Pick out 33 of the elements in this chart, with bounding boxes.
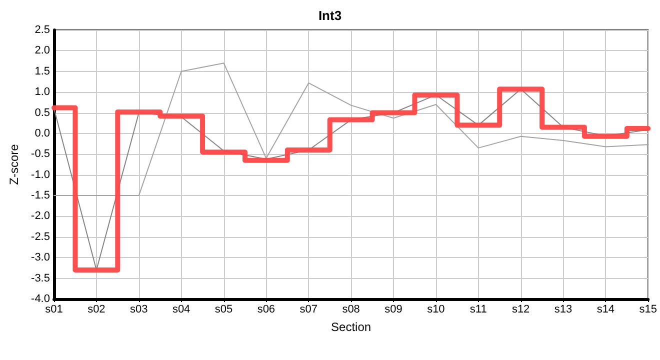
y-tick-label: -2.0 [31, 210, 50, 222]
x-tick-label: s05 [214, 304, 233, 316]
x-tick-label: s12 [512, 304, 530, 316]
y-tick-label: -1.5 [31, 190, 50, 202]
x-tick-label: s11 [470, 304, 487, 316]
line-series [54, 62, 649, 196]
chart-title: Int3 [318, 8, 342, 23]
y-axis-title: Z-score [7, 144, 21, 185]
y-tick-label: -1.0 [31, 168, 50, 181]
y-tick-label: 1.0 [34, 86, 50, 98]
y-tick-label: -2.5 [31, 230, 50, 243]
y-tick-label: 1.5 [34, 65, 50, 78]
y-tick-label: 0.0 [34, 127, 50, 140]
x-tick-label: s07 [300, 304, 318, 316]
y-tick-label: 2.0 [34, 44, 50, 57]
y-tick-label: 0.5 [34, 106, 50, 119]
x-tick-label: s02 [88, 304, 106, 316]
x-tick-label: s09 [384, 304, 402, 316]
x-tick-label: s15 [639, 304, 658, 316]
x-tick-label: s08 [342, 304, 360, 316]
y-tick-label: -0.5 [31, 148, 50, 160]
y-tick-label: 2.5 [34, 24, 50, 36]
x-tick-label: s01 [45, 304, 63, 316]
y-tick-label: -3.0 [31, 252, 50, 264]
x-tick-label: s13 [554, 304, 572, 316]
x-tick-label: s10 [427, 304, 445, 316]
y-tick-label: -4.0 [31, 293, 50, 305]
x-tick-label: s03 [130, 304, 148, 316]
x-tick-label: s06 [257, 304, 276, 316]
x-tick-label: s14 [596, 304, 615, 316]
y-tick-label: -3.5 [31, 272, 50, 284]
x-tick-label: s04 [172, 304, 190, 316]
x-axis-title: Section [331, 320, 372, 334]
